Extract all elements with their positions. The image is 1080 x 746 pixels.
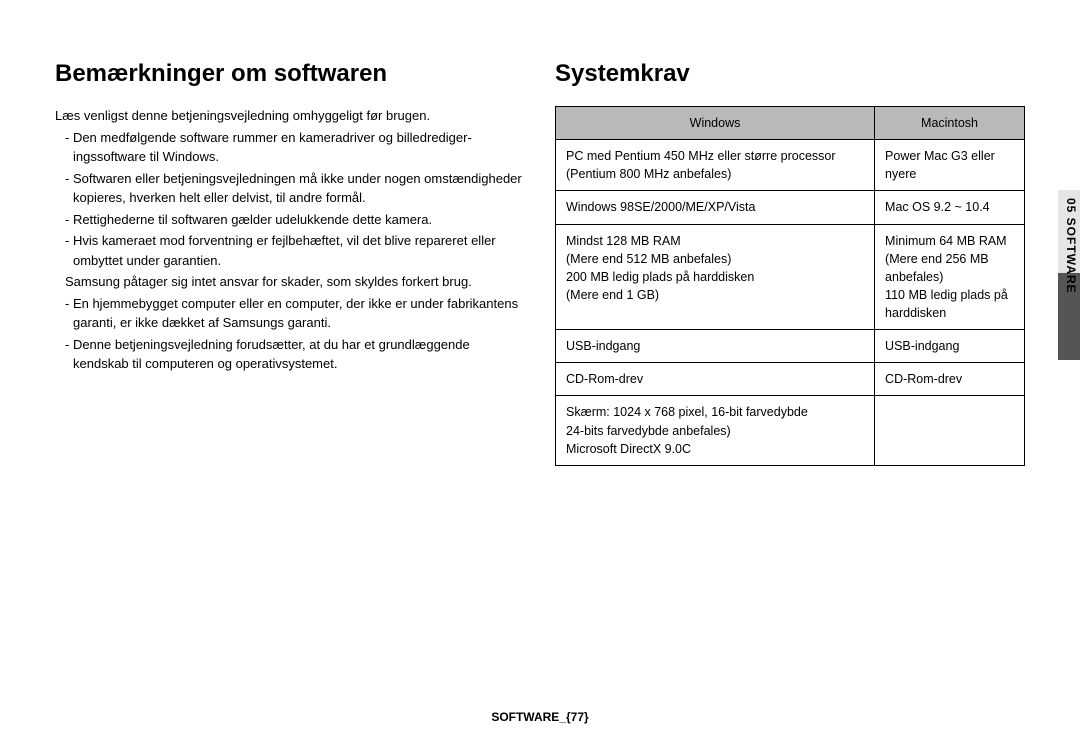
bullet-5: - En hjemmebygget computer eller en comp… <box>55 294 525 333</box>
table-row: Windows 98SE/2000/ME/XP/VistaMac OS 9.2 … <box>556 191 1025 224</box>
right-column: Systemkrav Windows Macintosh PC med Pent… <box>555 60 1025 466</box>
bullet-6: - Denne betjeningsvejledning forudsætter… <box>55 335 525 374</box>
bullet-1: - Softwaren eller betjeningsvejledningen… <box>55 169 525 208</box>
left-heading: Bemærkninger om softwaren <box>55 60 525 88</box>
system-requirements-table: Windows Macintosh PC med Pentium 450 MHz… <box>555 106 1025 466</box>
bullet-4: Samsung påtager sig intet ansvar for ska… <box>55 272 525 292</box>
table-cell: Skærm: 1024 x 768 pixel, 16-bit farvedyb… <box>556 396 875 465</box>
table-row: PC med Pentium 450 MHz eller større proc… <box>556 140 1025 191</box>
bullet-2: - Rettighederne til softwaren gælder ude… <box>55 210 525 230</box>
table-cell: CD-Rom-drev <box>875 363 1025 396</box>
table-cell: PC med Pentium 450 MHz eller større proc… <box>556 140 875 191</box>
col-header-macintosh: Macintosh <box>875 107 1025 140</box>
table-cell: Minimum 64 MB RAM(Mere end 256 MB anbefa… <box>875 224 1025 330</box>
table-row: USB-indgangUSB-indgang <box>556 330 1025 363</box>
table-cell: CD-Rom-drev <box>556 363 875 396</box>
left-column: Bemærkninger om softwaren Læs venligst d… <box>55 60 525 466</box>
table-row: CD-Rom-drevCD-Rom-drev <box>556 363 1025 396</box>
bullet-3: - Hvis kameraet mod forventning er fejlb… <box>55 231 525 270</box>
side-tab-label: 05 SOFTWARE <box>1064 198 1078 294</box>
table-cell: Power Mac G3 eller nyere <box>875 140 1025 191</box>
col-header-windows: Windows <box>556 107 875 140</box>
table-cell: Mindst 128 MB RAM(Mere end 512 MB anbefa… <box>556 224 875 330</box>
bullet-0: - Den medfølgende software rummer en kam… <box>55 128 525 167</box>
right-heading: Systemkrav <box>555 60 1025 88</box>
table-cell: Mac OS 9.2 ~ 10.4 <box>875 191 1025 224</box>
table-cell: Windows 98SE/2000/ME/XP/Vista <box>556 191 875 224</box>
intro-text: Læs venligst denne betjeningsvejledning … <box>55 106 525 126</box>
table-cell: USB-indgang <box>556 330 875 363</box>
table-cell: USB-indgang <box>875 330 1025 363</box>
table-row: Skærm: 1024 x 768 pixel, 16-bit farvedyb… <box>556 396 1025 465</box>
table-row: Mindst 128 MB RAM(Mere end 512 MB anbefa… <box>556 224 1025 330</box>
table-cell <box>875 396 1025 465</box>
page-footer: SOFTWARE_{77} <box>0 710 1080 724</box>
